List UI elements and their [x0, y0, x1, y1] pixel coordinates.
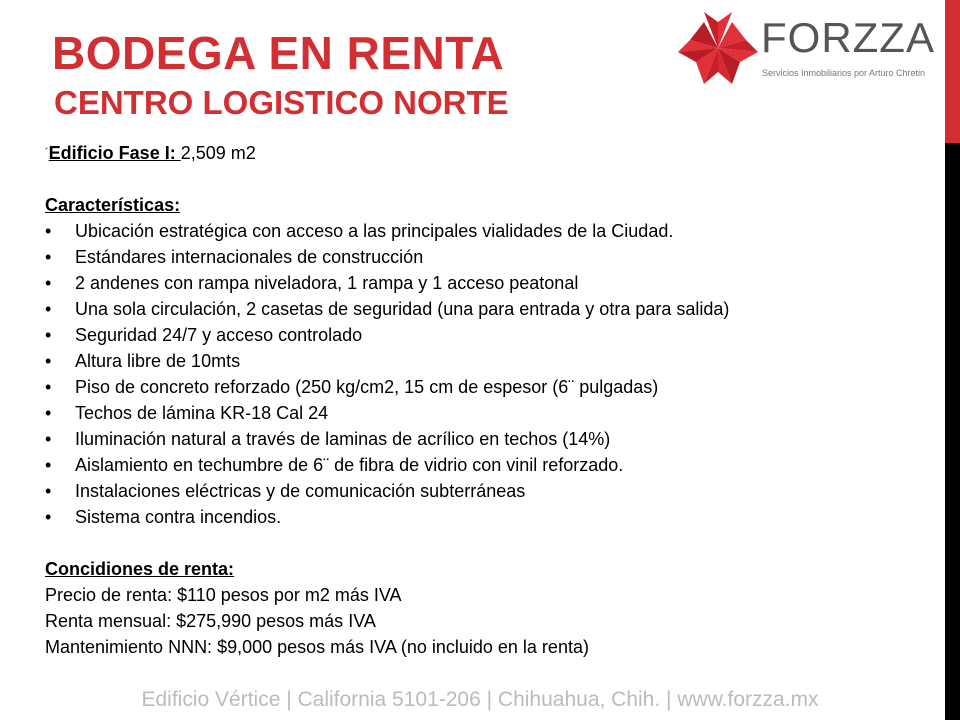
- feature-item: • Estándares internacionales de construcc…: [45, 244, 729, 270]
- bullet: •: [45, 507, 52, 527]
- bullet: •: [45, 377, 52, 397]
- bullet: •: [45, 403, 52, 423]
- feature-item: • Iluminación natural a través de laminas…: [45, 426, 729, 452]
- condition-item: Precio de renta: $110 pesos por m2 más I…: [45, 585, 402, 605]
- building-value: 2,509 m2: [180, 143, 256, 163]
- feature-text: Aislamiento en techumbre de 6¨ de fibra …: [75, 455, 624, 475]
- accent-bar-red: [945, 0, 960, 143]
- features-heading: Características:: [45, 195, 181, 215]
- feature-text: Seguridad 24/7 y acceso controlado: [75, 325, 363, 345]
- feature-text: Instalaciones eléctricas y de comunicaci…: [75, 481, 526, 501]
- bullet: •: [45, 455, 52, 475]
- condition-item: Renta mensual: $275,990 pesos más IVA: [45, 611, 376, 631]
- features-list: • Ubicación estratégica con acceso a las …: [45, 218, 729, 530]
- feature-item: • Piso de concreto reforzado (250 kg/cm2,…: [45, 374, 729, 400]
- condition-item: Mantenimiento NNN: $9,000 pesos más IVA …: [45, 637, 589, 657]
- feature-item: • Seguridad 24/7 y acceso controlado: [45, 322, 729, 348]
- feature-item: • Sistema contra incendios.: [45, 504, 729, 530]
- logo-name: FORZZA: [761, 14, 935, 61]
- feature-item: • Aislamiento en techumbre de 6¨ de fibra…: [45, 452, 729, 478]
- conditions-list: Precio de renta: $110 pesos por m2 más I…: [45, 582, 729, 660]
- bullet: •: [45, 221, 52, 241]
- star-logo-icon: [678, 12, 758, 84]
- building-label: Edificio Fase I:: [48, 143, 181, 163]
- feature-text: Piso de concreto reforzado (250 kg/cm2, …: [75, 377, 659, 397]
- feature-item: • Instalaciones eléctricas y de comunicac…: [45, 478, 729, 504]
- building-size: ´Edificio Fase I: 2,509 m2: [45, 140, 729, 166]
- accent-bar-black: [945, 143, 960, 720]
- bullet: •: [45, 351, 52, 371]
- feature-text: Ubicación estratégica con acceso a las p…: [75, 221, 674, 241]
- stray-mark: ´: [45, 147, 49, 159]
- bullet: •: [45, 247, 52, 267]
- bullet: •: [45, 481, 52, 501]
- feature-text: 2 andenes con rampa niveladora, 1 rampa …: [75, 273, 579, 293]
- feature-text: Iluminación natural a través de laminas …: [75, 429, 611, 449]
- subtitle: CENTRO LOGISTICO NORTE: [54, 84, 509, 121]
- conditions-heading: Concidiones de renta:: [45, 559, 235, 579]
- feature-text: Estándares internacionales de construcci…: [75, 247, 424, 267]
- logo-tagline: Servicios Inmobiliarios por Arturo Chret…: [762, 68, 926, 78]
- feature-item: • Ubicación estratégica con acceso a las …: [45, 218, 729, 244]
- feature-item: • Altura libre de 10mts: [45, 348, 729, 374]
- bullet: •: [45, 325, 52, 345]
- forzza-logo: FORZZA Servicios Inmobiliarios por Artur…: [676, 10, 936, 85]
- bullet: •: [45, 273, 52, 293]
- feature-item: • Una sola circulación, 2 casetas de segu…: [45, 296, 729, 322]
- content: ´Edificio Fase I: 2,509 m2 Característic…: [45, 140, 729, 660]
- footer: Edificio Vértice | California 5101-206 |…: [141, 688, 819, 711]
- bullet: •: [45, 429, 52, 449]
- feature-text: Una sola circulación, 2 casetas de segur…: [75, 299, 730, 319]
- feature-text: Altura libre de 10mts: [75, 351, 241, 371]
- feature-item: • Techos de lámina KR-18 Cal 24: [45, 400, 729, 426]
- feature-item: • 2 andenes con rampa niveladora, 1 rampa…: [45, 270, 729, 296]
- feature-text: Techos de lámina KR-18 Cal 24: [75, 403, 329, 423]
- title: BODEGA EN RENTA: [52, 27, 505, 79]
- bullet: •: [45, 299, 52, 319]
- feature-text: Sistema contra incendios.: [75, 507, 282, 527]
